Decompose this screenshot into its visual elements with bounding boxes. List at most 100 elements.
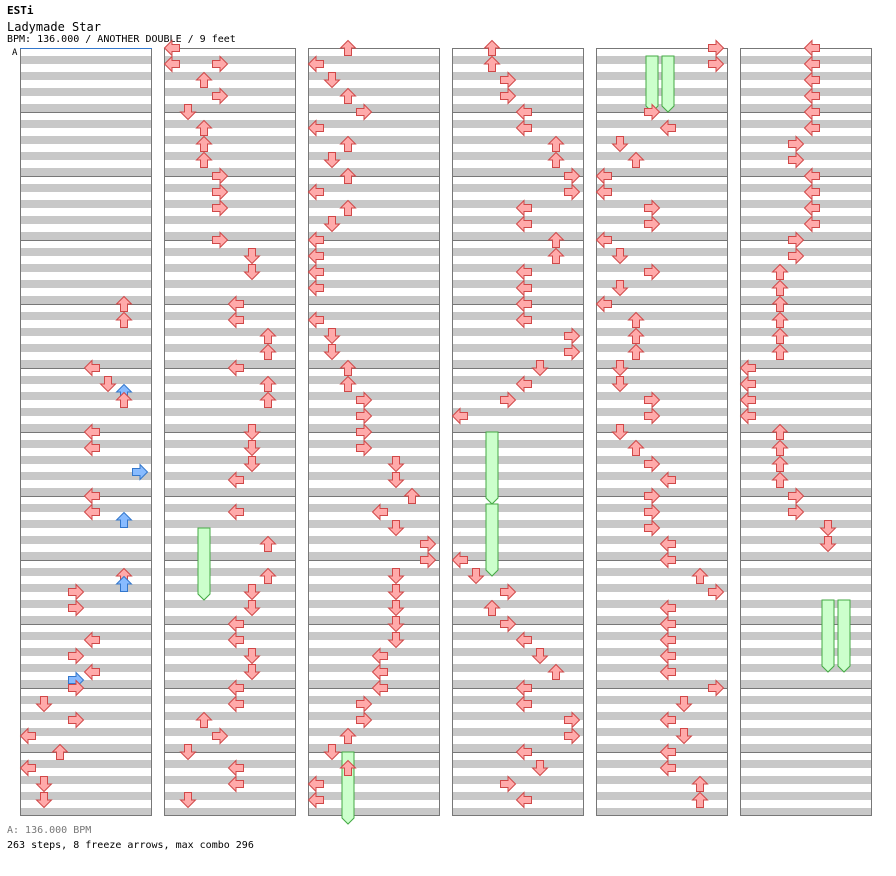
shaded-row	[20, 568, 152, 576]
right-arrow-icon	[708, 679, 725, 697]
shaded-row	[164, 264, 296, 272]
right-arrow-icon	[500, 391, 517, 409]
down-arrow-icon	[531, 648, 549, 665]
down-arrow-icon	[323, 152, 341, 169]
down-arrow-icon	[531, 760, 549, 777]
shaded-row	[740, 648, 872, 656]
freeze-arrow	[821, 599, 835, 673]
right-arrow-icon	[644, 487, 661, 505]
left-arrow-icon	[803, 119, 820, 137]
shaded-row	[20, 152, 152, 160]
right-arrow-icon	[212, 55, 229, 73]
up-arrow-icon	[627, 151, 645, 168]
freeze-arrow	[837, 599, 851, 673]
left-arrow-icon	[515, 743, 532, 761]
shaded-row	[308, 152, 440, 160]
left-arrow-icon	[227, 471, 244, 489]
left-arrow-icon	[739, 407, 756, 425]
shaded-row	[164, 408, 296, 416]
left-arrow-icon	[595, 231, 612, 249]
left-arrow-icon	[227, 503, 244, 521]
shaded-row	[164, 472, 296, 480]
right-arrow-icon	[500, 87, 517, 105]
down-arrow-icon	[243, 600, 261, 617]
shaded-row	[596, 360, 728, 368]
left-arrow-icon	[595, 183, 612, 201]
chart-column-frame	[308, 48, 440, 816]
shaded-row	[308, 296, 440, 304]
left-arrow-icon	[163, 39, 180, 57]
shaded-row	[20, 328, 152, 336]
shaded-row	[164, 184, 296, 192]
bpm-summary: A: 136.000 BPM	[7, 825, 92, 836]
up-arrow-icon	[115, 391, 133, 408]
shaded-row	[308, 664, 440, 672]
up-arrow-icon	[339, 375, 357, 392]
right-arrow-icon	[356, 439, 373, 457]
shaded-row	[452, 120, 584, 128]
up-arrow-icon	[259, 535, 277, 552]
down-arrow-icon	[675, 696, 693, 713]
left-arrow-icon	[739, 359, 756, 377]
right-arrow-icon	[420, 551, 437, 569]
shaded-row	[308, 440, 440, 448]
up-arrow-icon	[115, 295, 133, 312]
up-arrow-icon	[339, 727, 357, 744]
shaded-row	[452, 184, 584, 192]
up-arrow-icon	[483, 55, 501, 72]
shaded-row	[164, 632, 296, 640]
shaded-row	[596, 664, 728, 672]
shaded-row	[308, 88, 440, 96]
shaded-row	[452, 216, 584, 224]
left-arrow-icon	[803, 167, 820, 185]
shaded-row	[740, 136, 872, 144]
left-arrow-icon	[803, 199, 820, 217]
left-arrow-icon	[659, 759, 676, 777]
left-arrow-icon	[515, 695, 532, 713]
shaded-row	[452, 360, 584, 368]
down-arrow-icon	[179, 792, 197, 809]
shaded-row	[308, 680, 440, 688]
up-arrow-icon	[195, 135, 213, 152]
shaded-row	[452, 264, 584, 272]
shaded-row	[452, 744, 584, 752]
shaded-row	[452, 312, 584, 320]
up-arrow-icon	[547, 247, 565, 264]
left-arrow-icon	[515, 119, 532, 137]
shaded-row	[20, 56, 152, 64]
right-arrow-icon	[356, 423, 373, 441]
left-arrow-icon	[19, 727, 36, 745]
shaded-row	[596, 456, 728, 464]
down-arrow-icon	[675, 728, 693, 745]
shaded-row	[740, 600, 872, 608]
left-arrow-icon	[83, 487, 100, 505]
shaded-row	[596, 632, 728, 640]
left-arrow-icon	[803, 183, 820, 201]
right-arrow-icon	[356, 407, 373, 425]
shaded-row	[164, 232, 296, 240]
left-arrow-icon	[83, 359, 100, 377]
up-arrow-icon	[195, 119, 213, 136]
down-arrow-icon	[323, 744, 341, 761]
shaded-row	[308, 744, 440, 752]
right-arrow-icon	[644, 199, 661, 217]
left-arrow-icon	[19, 759, 36, 777]
up-arrow-icon	[627, 327, 645, 344]
up-arrow-icon	[339, 87, 357, 104]
shaded-row	[740, 456, 872, 464]
shaded-row	[20, 88, 152, 96]
up-arrow-icon	[483, 599, 501, 616]
shaded-row	[452, 712, 584, 720]
shaded-row	[596, 584, 728, 592]
shaded-row	[452, 584, 584, 592]
shaded-row	[308, 536, 440, 544]
shaded-row	[20, 296, 152, 304]
left-arrow-icon	[227, 695, 244, 713]
shaded-row	[164, 776, 296, 784]
shaded-row	[596, 744, 728, 752]
shaded-row	[596, 248, 728, 256]
shaded-row	[308, 360, 440, 368]
shaded-row	[20, 248, 152, 256]
right-arrow-icon	[644, 215, 661, 233]
